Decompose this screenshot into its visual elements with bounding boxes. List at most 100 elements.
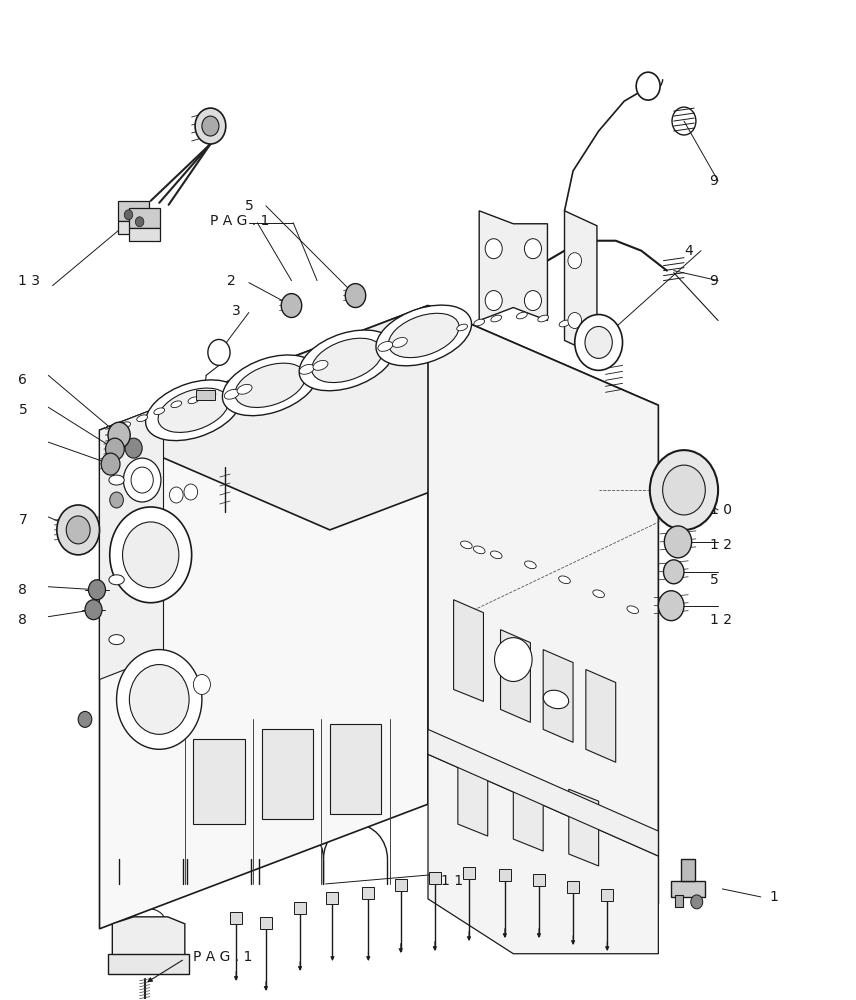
Text: 1 3: 1 3 [19,274,40,288]
Bar [362,887,374,899]
Ellipse shape [559,320,570,327]
Ellipse shape [137,415,147,422]
Circle shape [66,516,90,544]
Ellipse shape [158,388,229,432]
Text: 5: 5 [19,403,27,417]
Bar [330,724,381,814]
Bar [118,221,149,234]
Text: 3: 3 [232,304,241,318]
Polygon shape [564,211,597,355]
Circle shape [658,591,684,621]
Text: 5: 5 [710,573,718,587]
Polygon shape [99,405,163,680]
Bar [395,879,407,891]
Ellipse shape [585,327,596,334]
Ellipse shape [525,561,536,569]
Ellipse shape [559,576,570,584]
Circle shape [56,505,99,555]
Bar [533,874,545,886]
Ellipse shape [389,313,459,358]
Ellipse shape [377,342,393,351]
Circle shape [585,326,612,358]
Polygon shape [454,600,484,701]
Text: 1 2: 1 2 [710,613,732,627]
Polygon shape [586,670,615,762]
Polygon shape [568,789,598,866]
Bar [196,390,215,400]
Circle shape [108,422,130,448]
Circle shape [124,210,133,220]
Ellipse shape [457,324,467,331]
Polygon shape [428,729,658,856]
Ellipse shape [300,364,314,374]
Ellipse shape [516,312,527,319]
Ellipse shape [490,551,502,559]
Bar [429,872,441,884]
Polygon shape [99,306,658,530]
Bar [262,729,312,819]
Circle shape [282,294,301,318]
Circle shape [495,638,532,681]
Ellipse shape [461,541,473,549]
Text: P A G . 1: P A G . 1 [211,214,270,228]
Circle shape [125,438,142,458]
Ellipse shape [224,389,239,399]
Text: 6: 6 [19,373,27,387]
Ellipse shape [593,590,604,598]
Ellipse shape [237,384,252,394]
Bar [675,895,683,907]
Ellipse shape [109,475,124,485]
Polygon shape [514,774,544,851]
Ellipse shape [312,338,383,383]
Text: 9: 9 [710,174,718,188]
Circle shape [110,507,192,603]
Circle shape [574,315,622,370]
Text: 5: 5 [245,199,253,213]
Polygon shape [544,650,573,742]
Circle shape [169,487,183,503]
Ellipse shape [392,338,407,347]
Circle shape [345,284,366,308]
Ellipse shape [171,401,181,408]
Polygon shape [99,306,428,929]
Ellipse shape [473,546,485,554]
Ellipse shape [473,319,484,326]
Ellipse shape [376,305,472,366]
Circle shape [202,116,219,136]
Bar [230,912,242,924]
Text: 1: 1 [770,890,778,904]
Circle shape [664,526,692,558]
Circle shape [184,484,198,500]
Circle shape [88,580,105,600]
Ellipse shape [606,336,617,343]
Bar [671,881,705,897]
Bar [601,889,613,901]
Text: 7: 7 [19,513,27,527]
Bar [294,902,306,914]
Bar [499,869,511,881]
Circle shape [485,239,502,259]
Polygon shape [501,630,531,722]
Circle shape [663,560,684,584]
Bar [567,881,579,893]
Circle shape [122,522,179,588]
Circle shape [568,253,581,269]
Ellipse shape [313,360,328,370]
Bar [108,954,189,974]
Ellipse shape [627,606,639,614]
Text: 8: 8 [19,583,27,597]
Circle shape [650,450,718,530]
Circle shape [85,600,102,620]
Ellipse shape [109,575,124,585]
Text: 9: 9 [710,274,718,288]
Text: 2: 2 [228,274,236,288]
Circle shape [691,895,703,909]
Bar [463,867,475,879]
Circle shape [195,108,226,144]
Circle shape [116,650,202,749]
Ellipse shape [188,397,199,404]
Circle shape [131,467,153,493]
Bar [193,739,245,824]
Circle shape [525,291,542,311]
Circle shape [208,339,230,365]
